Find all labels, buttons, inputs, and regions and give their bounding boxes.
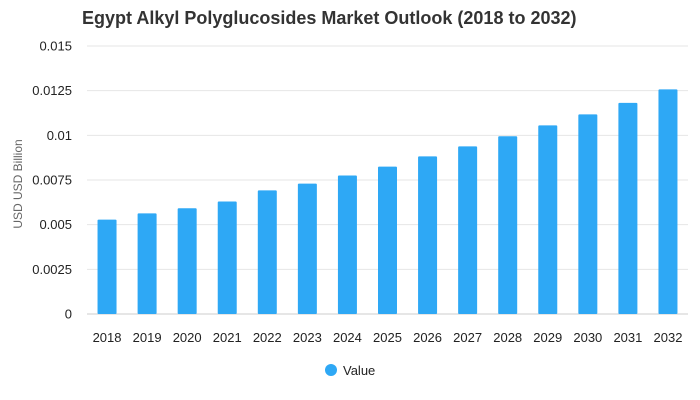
x-tick-label: 2028 [493, 330, 522, 345]
y-tick-label: 0.01 [47, 128, 72, 143]
bar-2018[interactable] [97, 219, 117, 314]
bar-2026[interactable] [418, 156, 438, 314]
bar-2020[interactable] [177, 208, 197, 314]
legend-label: Value [343, 363, 375, 378]
bar-2028[interactable] [498, 136, 518, 314]
x-tick-label: 2022 [253, 330, 282, 345]
y-tick-label: 0 [65, 307, 72, 322]
legend[interactable]: Value [325, 363, 375, 378]
bar-2029[interactable] [538, 125, 558, 314]
x-tick-label: 2031 [613, 330, 642, 345]
legend-marker-icon [325, 364, 337, 376]
y-axis-ticks: 0 0.0025 0.005 0.0075 0.01 0.0125 0.015 [32, 39, 72, 322]
x-axis-ticks: 2018 2019 2020 2021 2022 2023 2024 2025 2026 2027… [93, 330, 683, 345]
x-tick-label: 2029 [533, 330, 562, 345]
x-tick-label: 2018 [93, 330, 122, 345]
y-tick-label: 0.0125 [32, 83, 72, 98]
x-tick-label: 2030 [573, 330, 602, 345]
bar-2024[interactable] [337, 175, 357, 314]
bar-2030[interactable] [578, 114, 598, 314]
y-tick-label: 0.005 [39, 217, 72, 232]
x-tick-label: 2019 [133, 330, 162, 345]
x-tick-label: 2023 [293, 330, 322, 345]
y-axis-title: USD USD Billion [11, 139, 25, 228]
bars [97, 89, 678, 314]
x-tick-label: 2032 [654, 330, 683, 345]
bar-2027[interactable] [458, 146, 478, 314]
x-tick-label: 2020 [173, 330, 202, 345]
x-tick-label: 2027 [453, 330, 482, 345]
x-tick-label: 2021 [213, 330, 242, 345]
bar-2019[interactable] [137, 213, 157, 314]
bar-2032[interactable] [658, 89, 678, 314]
y-tick-label: 0.015 [39, 39, 72, 54]
x-tick-label: 2026 [413, 330, 442, 345]
chart-title: Egypt Alkyl Polyglucosides Market Outloo… [82, 8, 576, 28]
bar-2031[interactable] [618, 102, 638, 314]
bar-2021[interactable] [217, 201, 237, 314]
y-tick-label: 0.0075 [32, 173, 72, 188]
bar-2023[interactable] [297, 183, 317, 314]
bar-2022[interactable] [257, 190, 277, 314]
x-tick-label: 2025 [373, 330, 402, 345]
bar-2025[interactable] [378, 166, 397, 314]
x-tick-label: 2024 [333, 330, 362, 345]
y-tick-label: 0.0025 [32, 262, 72, 277]
